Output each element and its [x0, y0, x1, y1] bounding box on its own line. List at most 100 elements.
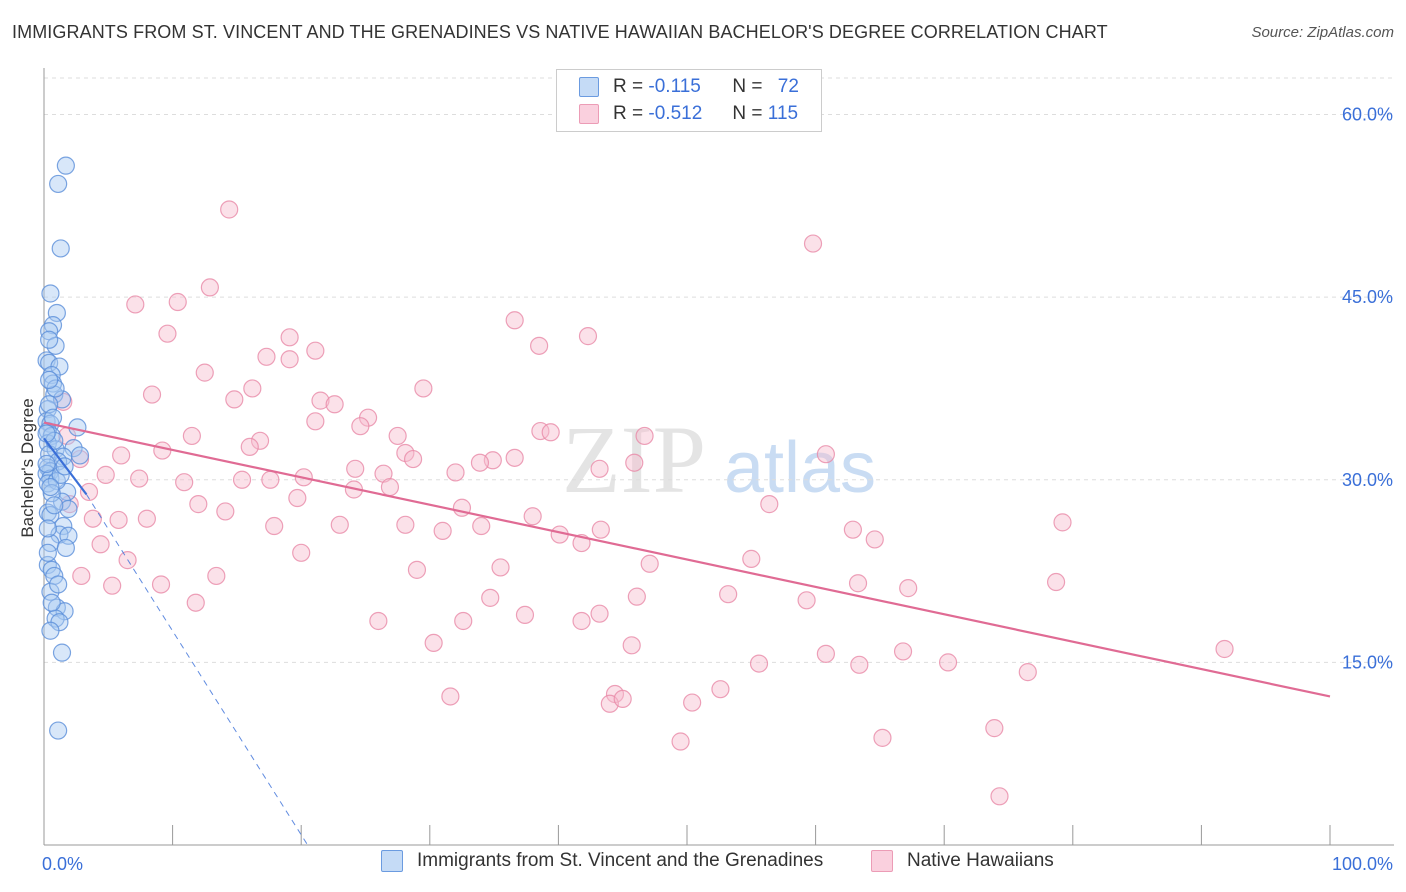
y-tick-label: 30.0% — [1342, 470, 1393, 490]
series-legend-immigrants: Immigrants from St. Vincent and the Gren… — [381, 850, 823, 872]
point-immigrants — [40, 395, 59, 414]
watermark-atlas: atlas — [724, 428, 876, 508]
point-hawaiians — [1215, 639, 1234, 659]
legend-r-value: -0.512 — [648, 103, 703, 124]
point-hawaiians — [261, 470, 280, 489]
point-hawaiians — [515, 605, 535, 625]
point-hawaiians — [816, 445, 835, 464]
series-label-hawaiians: Native Hawaiians — [907, 850, 1054, 871]
point-hawaiians — [189, 495, 208, 514]
point-hawaiians — [472, 516, 491, 536]
point-hawaiians — [250, 431, 270, 450]
point-hawaiians — [257, 347, 276, 366]
point-immigrants — [70, 446, 90, 465]
point-hawaiians — [158, 324, 177, 343]
point-hawaiians — [220, 200, 239, 219]
point-immigrants — [40, 330, 59, 349]
point-immigrants — [49, 721, 68, 740]
point-immigrants — [56, 538, 75, 558]
point-hawaiians — [346, 459, 365, 478]
point-hawaiians — [481, 588, 500, 607]
point-immigrants — [42, 593, 61, 612]
point-hawaiians — [635, 426, 654, 446]
point-hawaiians — [441, 687, 460, 706]
point-immigrants — [52, 643, 72, 662]
point-hawaiians — [541, 423, 560, 442]
legend-n-label: N = — [732, 103, 763, 124]
point-hawaiians — [280, 350, 299, 369]
point-immigrants — [54, 516, 73, 536]
point-hawaiians — [873, 728, 892, 747]
point-hawaiians — [126, 295, 145, 314]
point-hawaiians — [265, 516, 284, 536]
legend-n-label: N = — [732, 76, 763, 97]
point-hawaiians — [749, 654, 769, 673]
point-hawaiians — [530, 336, 549, 355]
point-hawaiians — [683, 693, 702, 712]
point-hawaiians — [243, 379, 262, 398]
trendline-immigrants — [43, 437, 88, 496]
point-immigrants — [56, 156, 75, 175]
point-immigrants — [41, 477, 60, 497]
point-immigrants — [38, 543, 57, 562]
point-immigrants — [41, 505, 60, 525]
point-hawaiians — [351, 417, 370, 436]
point-hawaiians — [590, 604, 609, 623]
point-immigrants — [41, 621, 60, 640]
point-hawaiians — [153, 441, 172, 460]
chart-title: IMMIGRANTS FROM ST. VINCENT AND THE GREN… — [12, 22, 1108, 42]
y-tick-label: 45.0% — [1342, 287, 1393, 307]
point-hawaiians — [396, 515, 415, 534]
point-hawaiians — [225, 390, 244, 409]
point-hawaiians — [292, 543, 311, 562]
point-hawaiians — [797, 591, 816, 610]
point-hawaiians — [91, 535, 110, 554]
point-hawaiians — [424, 633, 443, 653]
series-legend-hawaiians: Native Hawaiians — [871, 850, 1054, 872]
point-hawaiians — [505, 448, 524, 467]
point-immigrants — [43, 408, 63, 427]
point-hawaiians — [369, 611, 388, 631]
point-hawaiians — [380, 477, 400, 497]
point-hawaiians — [843, 520, 862, 539]
point-hawaiians — [403, 449, 423, 469]
point-hawaiians — [109, 510, 128, 530]
point-hawaiians — [306, 412, 325, 431]
point-hawaiians — [240, 437, 259, 456]
point-hawaiians — [742, 549, 761, 568]
point-hawaiians — [760, 495, 779, 514]
point-hawaiians — [671, 732, 690, 751]
point-hawaiians — [330, 515, 349, 534]
correlation-legend: R = -0.115 N = 72 R = -0.512 N = 115 — [556, 69, 822, 132]
point-hawaiians — [990, 787, 1009, 806]
point-hawaiians — [388, 426, 407, 446]
point-hawaiians — [414, 379, 433, 398]
point-hawaiians — [985, 719, 1004, 738]
point-hawaiians — [72, 566, 91, 586]
point-hawaiians — [523, 507, 542, 526]
point-immigrants — [51, 465, 70, 484]
point-immigrants — [40, 370, 59, 390]
point-hawaiians — [311, 391, 330, 410]
point-hawaiians — [622, 636, 641, 655]
point-hawaiians — [803, 234, 823, 253]
point-hawaiians — [893, 642, 913, 661]
point-hawaiians — [1053, 513, 1072, 532]
point-hawaiians — [137, 509, 156, 528]
point-hawaiians — [200, 278, 219, 297]
point-immigrants — [59, 499, 78, 519]
point-immigrants — [49, 174, 68, 194]
point-hawaiians — [454, 611, 473, 631]
point-immigrants — [51, 239, 70, 258]
point-hawaiians — [112, 446, 131, 465]
point-hawaiians — [216, 502, 235, 521]
point-immigrants — [41, 284, 60, 303]
point-hawaiians — [470, 453, 490, 472]
point-hawaiians — [1046, 572, 1066, 592]
point-immigrants — [37, 424, 56, 443]
legend-r-label: R = — [613, 103, 644, 124]
series-swatch-pink — [871, 850, 893, 872]
point-hawaiians — [865, 530, 884, 549]
point-hawaiians — [288, 488, 307, 508]
